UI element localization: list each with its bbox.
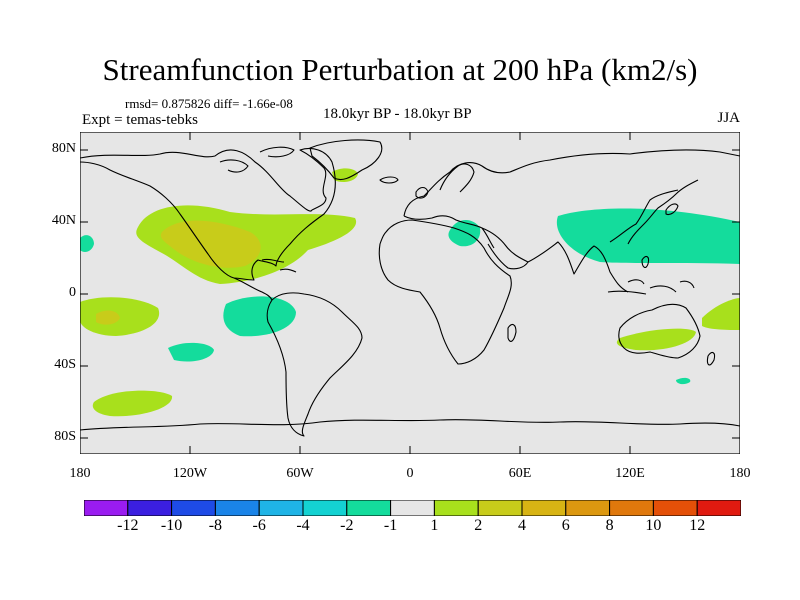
anomaly-region-australia (616, 328, 696, 351)
colorbar-label: 1 (430, 517, 439, 534)
colorbar-swatch (258, 500, 304, 516)
x-tick-label: 0 (406, 466, 414, 481)
colorbar-label: 8 (605, 517, 614, 534)
coast-philippines (641, 255, 650, 269)
coast-scandinavia (439, 163, 475, 193)
x-tick-label: 180 (69, 466, 91, 481)
coast-central-america (233, 277, 273, 301)
y-tick-label: 80N (51, 141, 76, 156)
x-ticks (80, 132, 631, 454)
coast-africa (378, 219, 512, 365)
x-tick-label: 60W (286, 466, 314, 481)
colorbar-swatch (696, 500, 741, 516)
x-tick-label: 60E (508, 466, 532, 481)
colorbar-label: -10 (160, 517, 183, 534)
x-tick-label: 120E (615, 466, 645, 481)
coast-north-america (80, 147, 336, 281)
anomaly-region-spac-south (92, 390, 173, 417)
anomaly-region-spac (80, 297, 160, 336)
colorbar-swatch (609, 500, 654, 516)
y-tick-label: 40S (54, 357, 76, 372)
coast-greenland (309, 139, 383, 181)
anomaly-region-nz (676, 377, 691, 385)
colorbar-swatch (214, 500, 260, 516)
colorbar-swatch (652, 500, 698, 516)
y-tick-label: 40N (51, 213, 76, 228)
coast-new-zealand (706, 351, 716, 366)
period-label: 18.0kyr BP - 18.0kyr BP (323, 106, 472, 122)
anomaly-region-sepac (223, 296, 296, 337)
map-title: Streamfunction Perturbation at 200 hPa (… (102, 52, 698, 87)
colorbar-label: -4 (296, 517, 310, 534)
colorbar-swatch (346, 500, 392, 516)
coast-east-asia (627, 179, 699, 245)
coast-south-america (266, 292, 363, 437)
season-label: JJA (717, 110, 740, 126)
coastlines (80, 139, 740, 437)
colorbar-swatch (565, 500, 611, 516)
colorbar-label: -12 (117, 517, 139, 534)
x-tick-label: 120W (172, 466, 208, 481)
x-tick-label: 180 (729, 466, 751, 481)
stats-text: rmsd= 0.875826 diff= -1.66e-08 (125, 96, 293, 111)
coast-arctic-islands (219, 146, 295, 173)
colorbar-label: 2 (474, 517, 483, 534)
coast-madagascar (507, 323, 517, 342)
colorbar-label: -6 (252, 517, 266, 534)
coast-iceland (379, 176, 399, 184)
colorbar (84, 500, 741, 516)
anomaly-region-dateline-east (726, 235, 740, 252)
colorbar-label: 10 (645, 517, 662, 534)
colorbar-label: -2 (340, 517, 354, 534)
anomaly-region-med (448, 220, 481, 247)
anomaly-region-dateline (80, 235, 94, 252)
colorbar-label: -1 (383, 517, 398, 534)
colorbar-swatch (433, 500, 479, 516)
colorbar-label: 12 (689, 517, 706, 534)
colorbar-swatch (84, 500, 129, 516)
y-tick-label: 80S (54, 429, 76, 444)
coast-british-isles (415, 186, 429, 199)
coast-antarctica (80, 419, 740, 431)
coast-australia (618, 303, 701, 359)
colorbar-swatch (521, 500, 567, 516)
anomaly-shading (80, 168, 740, 417)
anomaly-region-namerica-core (160, 220, 261, 268)
anomaly-region-greenland (332, 168, 358, 182)
colorbar-swatch (302, 500, 348, 516)
anomaly-region-spac-neg2 (168, 342, 214, 362)
colorbar-swatch (171, 500, 216, 516)
anomaly-region-wpac (556, 208, 740, 264)
colorbar-label: 4 (518, 517, 526, 534)
colorbar-label: -8 (208, 517, 223, 534)
colorbar-swatch (477, 500, 523, 516)
world-map (80, 132, 740, 454)
coast-japan (665, 203, 679, 216)
coast-europe (403, 149, 740, 217)
colorbar-label: 6 (561, 517, 570, 534)
y-tick-label: 0 (69, 285, 76, 300)
coast-asia-south (527, 189, 679, 293)
coast-mediterranean (403, 215, 495, 249)
experiment-label: Expt = temas-tebks (82, 112, 198, 128)
coast-caribbean (261, 258, 297, 273)
colorbar-swatch (390, 500, 435, 516)
anomaly-region-spac-core (96, 310, 120, 325)
map-background (80, 132, 740, 454)
anomaly-region-tasman (702, 298, 740, 330)
colorbar-swatch (127, 500, 173, 516)
y-ticks (80, 149, 740, 439)
coast-indonesia (607, 279, 695, 295)
